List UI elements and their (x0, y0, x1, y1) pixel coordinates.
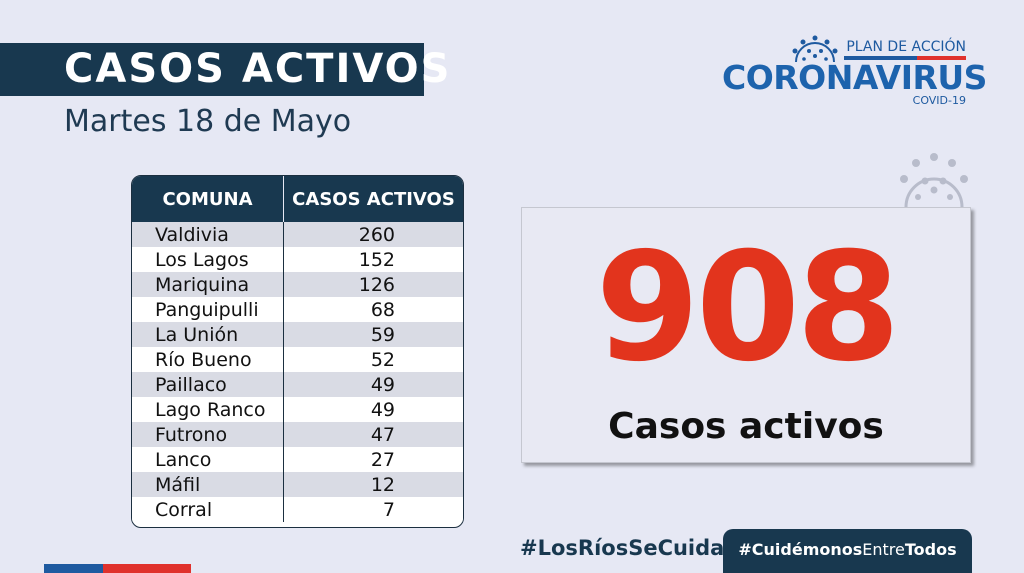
table-header: COMUNA CASOS ACTIVOS (132, 176, 463, 222)
cell-comuna: Corral (132, 497, 284, 522)
table-row: Lanco 27 (132, 447, 463, 472)
table-row: Mariquina 126 (132, 272, 463, 297)
cell-casos: 59 (370, 323, 395, 346)
cell-casos: 126 (358, 273, 395, 296)
table-row: Río Bueno 52 (132, 347, 463, 372)
logo-plan-text: PLAN DE ACCIÓN (846, 39, 966, 55)
header-casos-activos: CASOS ACTIVOS (292, 188, 455, 210)
cell-casos: 49 (370, 373, 395, 396)
table-body: Valdivia 260 Los Lagos 152 Mariquina 126 Pa… (132, 222, 463, 522)
cell-comuna: Lago Ranco (132, 397, 284, 422)
table-row: Futrono 47 (132, 422, 463, 447)
cell-casos: 47 (370, 423, 395, 446)
title-bar (0, 43, 424, 96)
total-cases-number: 908 (595, 221, 900, 395)
cell-comuna: Futrono (132, 422, 284, 447)
hashtag-part-cuidemonos: #Cuidémonos (738, 540, 863, 559)
cell-comuna: Los Lagos (132, 247, 284, 272)
cell-comuna: La Unión (132, 322, 284, 347)
table-row: Lago Ranco 49 (132, 397, 463, 422)
total-cases-card: 908 Casos activos (521, 207, 971, 463)
table-row: Corral 7 (132, 497, 463, 522)
cell-comuna: Paillaco (132, 372, 284, 397)
cell-casos: 260 (358, 223, 395, 246)
logo-coronavirus-text: CORONAVIRUS (722, 58, 987, 97)
cell-comuna: Panguipulli (132, 297, 284, 322)
cell-casos: 7 (382, 498, 395, 521)
logo-flag-stripe (844, 56, 966, 60)
hashtag-los-rios: #LosRíosSeCuida (520, 536, 725, 560)
hashtag-cuidemonos-box: #CuidémonosEntreTodos (723, 529, 972, 573)
cell-casos: 68 (370, 298, 395, 321)
page-title: CASOS ACTIVOS (64, 46, 452, 92)
cell-comuna: Lanco (132, 447, 284, 472)
casos-table: COMUNA CASOS ACTIVOS Valdivia 260 Los Lag… (131, 175, 464, 528)
table-row: Panguipulli 68 (132, 297, 463, 322)
cell-casos: 27 (370, 448, 395, 471)
hashtag-part-todos: Todos (904, 540, 957, 559)
bottom-flag-stripe (44, 564, 191, 573)
cell-casos: 49 (370, 398, 395, 421)
coronavirus-icon (792, 35, 838, 63)
total-cases-label: Casos activos (608, 406, 884, 447)
cell-comuna: Valdivia (132, 222, 284, 247)
cell-comuna: Mariquina (132, 272, 284, 297)
hashtag-part-entre: Entre (862, 540, 905, 559)
hashtag-cuidemonos: #CuidémonosEntreTodos (723, 540, 972, 559)
table-row: Los Lagos 152 (132, 247, 463, 272)
plan-coronavirus-logo: PLAN DE ACCIÓN CORONAVIRUS COVID-19 (722, 34, 987, 114)
table-row: Máfil 12 (132, 472, 463, 497)
cell-casos: 52 (370, 348, 395, 371)
cell-casos: 12 (370, 473, 395, 496)
table-row: Paillaco 49 (132, 372, 463, 397)
table-row: La Unión 59 (132, 322, 463, 347)
cell-casos: 152 (358, 248, 395, 271)
cell-comuna: Río Bueno (132, 347, 284, 372)
coronavirus-deco-icon (900, 153, 968, 208)
logo-covid-text: COVID-19 (912, 94, 966, 107)
cell-comuna: Máfil (132, 472, 284, 497)
table-row: Valdivia 260 (132, 222, 463, 247)
header-comuna: COMUNA (132, 176, 284, 222)
page-subtitle: Martes 18 de Mayo (64, 104, 352, 139)
